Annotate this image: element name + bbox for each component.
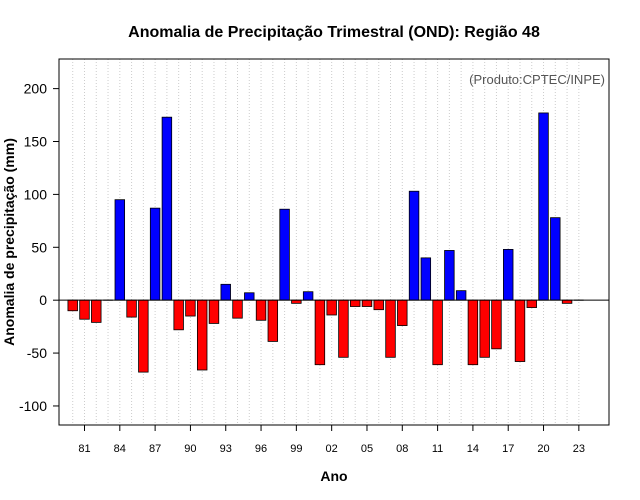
y-tick-label: -100 <box>19 398 47 414</box>
x-tick-label: 96 <box>255 443 267 455</box>
bar <box>432 299 443 366</box>
bar <box>161 116 173 301</box>
x-tick-label: 11 <box>432 443 443 455</box>
y-tick-label: 200 <box>24 81 48 97</box>
bar <box>338 299 349 358</box>
bar <box>185 299 196 317</box>
bar <box>79 299 90 320</box>
bar <box>173 299 184 331</box>
bar <box>314 299 326 366</box>
y-tick-label: 100 <box>24 186 48 202</box>
bar <box>467 299 479 366</box>
bar <box>138 299 149 373</box>
bar <box>114 199 126 301</box>
bar <box>361 299 373 307</box>
bar <box>232 299 243 319</box>
x-tick-label: 05 <box>361 443 373 455</box>
plot-frame <box>58 58 610 426</box>
bar <box>67 299 78 312</box>
bar <box>397 299 408 326</box>
y-axis: -100 -50 0 50 100 150 200 <box>19 81 59 414</box>
bar <box>244 292 255 301</box>
bar <box>479 299 490 358</box>
bar <box>408 190 420 301</box>
bar <box>491 299 502 350</box>
x-tick-label: 99 <box>290 443 302 455</box>
bar <box>326 299 337 316</box>
x-tick-label: 90 <box>184 443 196 455</box>
bar <box>91 299 102 323</box>
bar <box>149 207 161 301</box>
x-tick-label: 23 <box>573 443 585 455</box>
x-tick-label: 02 <box>326 443 338 455</box>
x-tick-label: 81 <box>78 443 90 455</box>
product-credit: (Produto:CPTEC/INPE) <box>469 72 605 87</box>
bar <box>444 250 455 301</box>
x-tick-label: 20 <box>537 443 549 455</box>
y-tick-label: 0 <box>39 292 47 308</box>
bar <box>550 217 561 301</box>
bar <box>526 299 537 308</box>
y-tick-label: -50 <box>27 345 47 361</box>
x-tick-label: 17 <box>502 443 514 455</box>
bar <box>350 299 361 307</box>
x-tick-label: 84 <box>114 443 126 455</box>
bars <box>67 112 584 373</box>
bar <box>279 208 290 301</box>
y-axis-label: Anomalia de precipitação (mm) <box>1 138 17 346</box>
bar <box>267 299 279 342</box>
bar <box>420 257 432 301</box>
bar <box>538 112 549 301</box>
bar <box>255 299 267 321</box>
x-tick-label: 93 <box>220 443 232 455</box>
bar <box>514 299 526 362</box>
bar <box>196 299 208 371</box>
bar <box>208 299 220 324</box>
x-tick-label: 08 <box>396 443 408 455</box>
x-axis-label: Ano <box>320 468 347 484</box>
bar <box>503 249 514 301</box>
x-tick-label: 87 <box>149 443 161 455</box>
y-tick-label: 50 <box>31 239 47 255</box>
x-axis: 81 84 87 90 93 96 99 02 05 08 11 14 17 20 23 <box>78 425 585 455</box>
chart-title: Anomalia de Precipitação Trimestral (OND… <box>128 24 540 41</box>
y-tick-label: 150 <box>24 134 48 150</box>
x-tick-label: 14 <box>467 443 479 455</box>
bar <box>385 299 396 358</box>
bar <box>220 283 231 301</box>
bar <box>455 290 467 301</box>
bar <box>126 299 137 318</box>
bar <box>302 291 314 301</box>
grid-lines <box>72 59 580 425</box>
bar <box>373 299 384 311</box>
